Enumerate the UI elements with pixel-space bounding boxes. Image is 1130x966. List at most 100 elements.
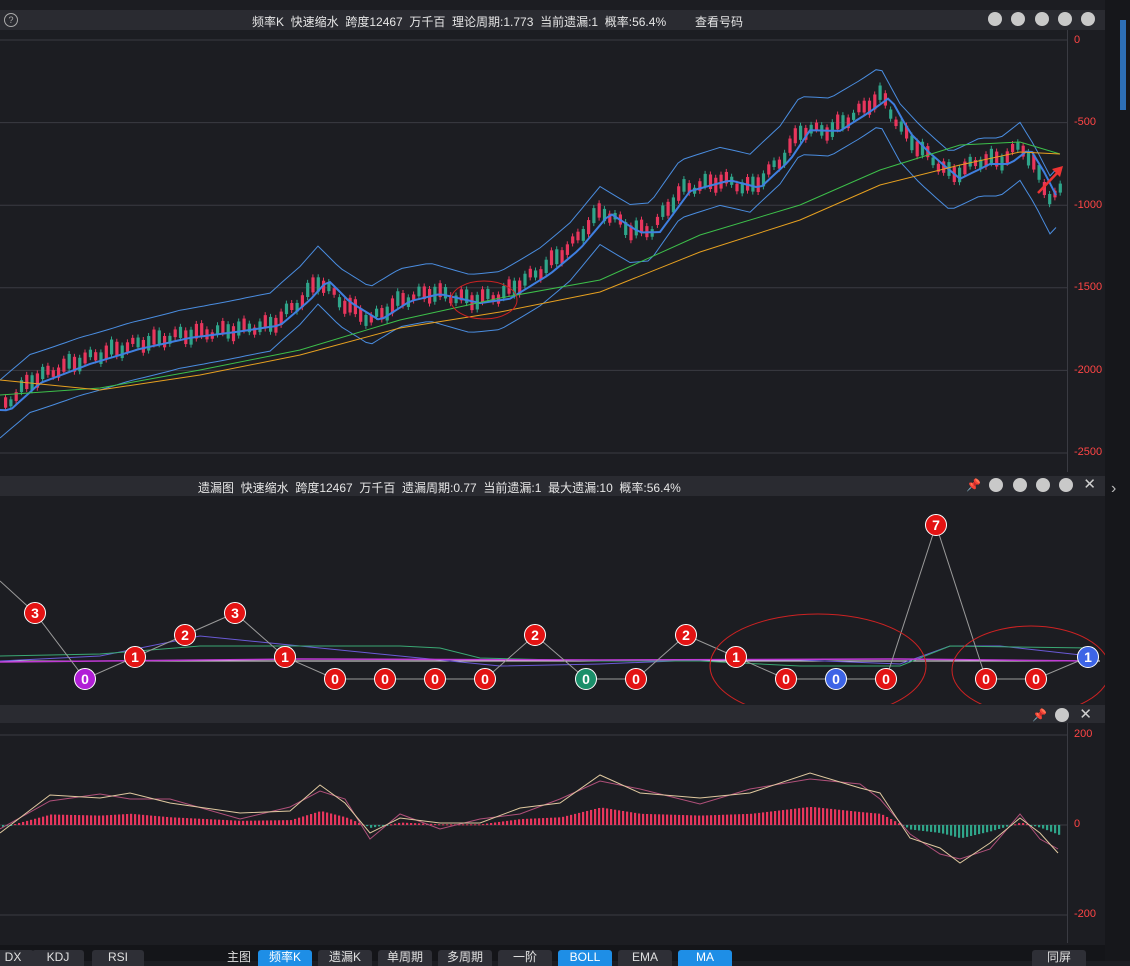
close-icon[interactable]: ✕ <box>1079 705 1092 723</box>
histogram-bar <box>150 815 153 825</box>
move-up-icon[interactable] <box>1012 477 1027 492</box>
candle-body <box>629 225 633 241</box>
histogram-bar <box>734 814 737 825</box>
tab-ma[interactable]: MA <box>678 950 732 966</box>
undo-icon[interactable] <box>989 477 1004 492</box>
close-icon[interactable]: ✕ <box>1083 475 1096 493</box>
omission-bubble <box>174 624 196 646</box>
histogram-bar <box>478 824 481 826</box>
histogram-bar <box>346 817 349 825</box>
bottom-panel-toolbar: 📌 ✕ <box>1026 707 1093 722</box>
histogram-bar <box>342 816 345 825</box>
histogram-bar <box>26 820 29 825</box>
tab-omission-k[interactable]: 遗漏K <box>318 950 372 966</box>
settings-icon[interactable] <box>1059 477 1074 492</box>
candle-body <box>767 164 771 175</box>
move-down-icon[interactable] <box>1036 477 1051 492</box>
histogram-bar <box>1026 824 1029 826</box>
omission-bubble <box>1077 646 1099 668</box>
y-tick-0: 0 <box>1074 34 1081 46</box>
histogram-bar <box>926 825 929 832</box>
histogram-bar <box>46 815 49 825</box>
histogram-bar <box>238 820 241 825</box>
candle-body <box>104 345 108 360</box>
histogram-bar <box>458 824 461 826</box>
candle-body <box>889 109 893 119</box>
omission-bubble-label: 0 <box>832 671 840 687</box>
histogram-bar <box>58 814 61 825</box>
candle-body <box>756 177 760 193</box>
histogram-bar <box>654 814 657 825</box>
histogram-bar <box>778 810 781 825</box>
help-icon[interactable]: ? <box>4 13 18 27</box>
tab-boll[interactable]: BOLL <box>558 950 612 966</box>
histogram-bar <box>830 808 833 825</box>
candle-body <box>565 244 569 255</box>
candle-body <box>1011 143 1015 153</box>
candle-body <box>560 250 564 264</box>
candle-body <box>571 236 575 244</box>
settings-icon[interactable] <box>1081 11 1096 26</box>
tab-single-period[interactable]: 单周期 <box>378 950 432 966</box>
histogram-bar <box>490 822 493 825</box>
pin-icon[interactable]: 📌 <box>1032 707 1047 722</box>
histogram-bar <box>482 824 485 826</box>
histogram-bar <box>446 824 449 826</box>
histogram-bar <box>558 817 561 825</box>
histogram-bar <box>486 823 489 825</box>
tab-kdj[interactable]: KDJ <box>32 950 84 966</box>
histogram-bar <box>450 824 453 826</box>
move-up-icon[interactable] <box>1034 11 1049 26</box>
histogram-bar <box>542 818 545 825</box>
candle-body <box>110 339 114 355</box>
candle-body <box>544 259 548 274</box>
histogram-bar <box>574 813 577 825</box>
highlight-ellipse <box>709 613 927 704</box>
histogram-bar <box>854 811 857 825</box>
side-scrollbar[interactable] <box>1120 20 1126 110</box>
highlight-ellipse <box>951 625 1105 704</box>
candle-body <box>35 373 39 388</box>
trend-arrow-shaft <box>1037 169 1061 194</box>
top-axis-divider <box>1067 30 1068 472</box>
pin-icon[interactable]: 📌 <box>966 477 981 492</box>
expand-arrow-icon[interactable]: › <box>1111 480 1117 497</box>
histogram-bar <box>1034 825 1037 827</box>
candle-body <box>41 366 45 380</box>
tab-first-order[interactable]: 一阶 <box>498 950 552 966</box>
tab-dx[interactable]: DX <box>0 950 34 966</box>
tab-frequency-k[interactable]: 频率K <box>258 950 312 966</box>
undo-icon[interactable] <box>1011 11 1026 26</box>
histogram-bar <box>838 809 841 825</box>
candle-body <box>359 308 363 322</box>
candle-body <box>910 135 914 151</box>
histogram-bar <box>874 813 877 825</box>
histogram-bar <box>1050 825 1053 832</box>
edit-icon[interactable] <box>988 11 1002 26</box>
histogram-bar <box>598 807 601 825</box>
tab-multi-period[interactable]: 多周期 <box>438 950 492 966</box>
tab-ema[interactable]: EMA <box>618 950 672 966</box>
candle-body <box>761 173 766 187</box>
omission-bubble-label: 1 <box>732 649 740 665</box>
top-panel-toolbar <box>982 11 1096 26</box>
histogram-bar <box>138 814 141 825</box>
tab-same-screen[interactable]: 同屏 <box>1032 950 1086 966</box>
histogram-bar <box>38 817 41 825</box>
histogram-bar <box>614 809 617 825</box>
histogram-bar <box>1018 823 1021 825</box>
view-numbers-link[interactable]: 查看号码 <box>695 15 744 29</box>
omission-bubble <box>925 514 947 536</box>
tab-rsi[interactable]: RSI <box>92 950 144 966</box>
histogram-bar <box>578 812 581 825</box>
candle-body <box>830 122 834 137</box>
histogram-bar <box>802 807 805 825</box>
omission-bubble <box>24 602 46 624</box>
move-down-icon[interactable] <box>1058 11 1073 26</box>
histogram-bar <box>198 818 201 825</box>
candle-body <box>523 273 527 286</box>
y-tick-2500: -2500 <box>1074 446 1103 458</box>
candle-body <box>422 286 426 300</box>
settings-icon[interactable] <box>1055 707 1070 722</box>
candle-body <box>666 201 670 216</box>
